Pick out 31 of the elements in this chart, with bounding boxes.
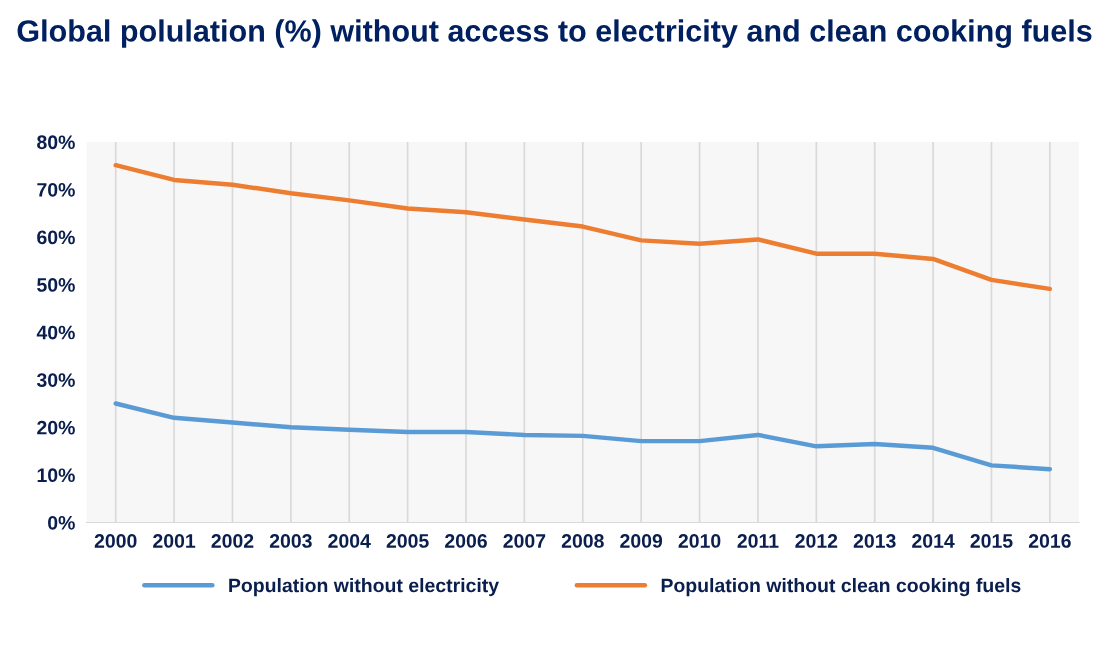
x-tick-label: 2014 <box>912 534 955 548</box>
x-tick-label: 2009 <box>620 534 663 548</box>
x-tick-label: 2010 <box>678 534 721 548</box>
legend-label: Population without clean cooking fuels <box>661 578 1021 597</box>
y-tick-label: 20% <box>37 420 75 435</box>
x-tick-label: 2006 <box>445 534 487 548</box>
y-tick-label: 40% <box>36 325 75 340</box>
y-tick-label: 70% <box>37 182 75 197</box>
x-tick-label: 2013 <box>853 534 896 548</box>
legend-label: Population without electricity <box>229 578 499 597</box>
y-tick-label: 80% <box>37 135 75 150</box>
x-tick-label: 2007 <box>503 534 546 548</box>
y-tick-label: 10% <box>37 468 75 483</box>
x-tick-label: 2001 <box>153 534 196 548</box>
x-tick-label: 2015 <box>970 534 1013 548</box>
x-tick-label: 2004 <box>328 534 371 548</box>
x-tick-label: 2011 <box>737 534 779 548</box>
x-tick-label: 2012 <box>795 534 838 548</box>
x-tick-label: 2016 <box>1028 534 1071 548</box>
x-tick-label: 2005 <box>386 534 429 548</box>
y-tick-label: 60% <box>37 230 75 245</box>
x-tick-label: 2003 <box>269 534 312 548</box>
x-tick-label: 2000 <box>94 534 137 548</box>
chart-title: Global polulation (%) without access to electricity and clean cooking fuels <box>17 19 1092 48</box>
y-tick-label: 50% <box>37 278 75 292</box>
x-tick-label: 2002 <box>211 534 254 548</box>
line-series <box>113 162 1053 292</box>
y-tick-label: 0% <box>48 515 75 530</box>
x-tick-label: 2008 <box>561 534 604 548</box>
y-tick-label: 30% <box>36 373 75 388</box>
line-series <box>113 401 1053 472</box>
